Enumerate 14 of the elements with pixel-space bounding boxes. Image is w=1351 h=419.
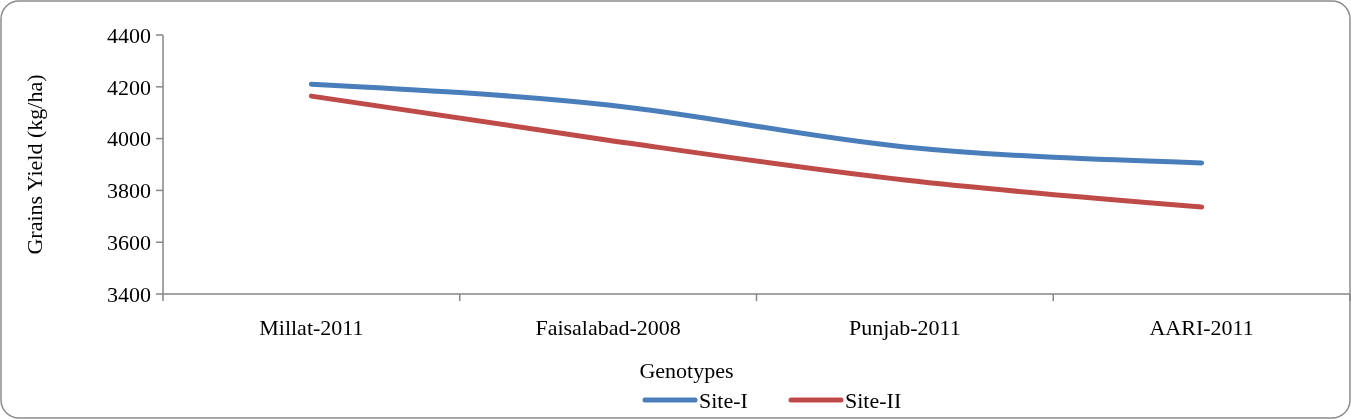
x-tick-label: Punjab-2011 bbox=[849, 315, 961, 340]
y-axis-title: Grains Yield (kg/ha) bbox=[22, 74, 47, 255]
y-tick-label: 4200 bbox=[107, 74, 151, 100]
x-tick-label: AARI-2011 bbox=[1149, 315, 1254, 340]
y-tick-label: 3800 bbox=[107, 178, 151, 204]
y-tick-label: 3400 bbox=[107, 281, 151, 307]
y-tick-label: 4000 bbox=[107, 126, 151, 152]
x-tick-label: Faisalabad-2008 bbox=[535, 315, 681, 340]
y-tick-label: 3600 bbox=[107, 229, 151, 255]
legend-label: Site-I bbox=[699, 387, 748, 413]
y-tick-label: 4400 bbox=[107, 22, 151, 48]
legend-label: Site-II bbox=[845, 387, 902, 413]
x-tick-label: Millat-2011 bbox=[259, 315, 364, 340]
x-axis-title: Genotypes bbox=[639, 358, 734, 383]
